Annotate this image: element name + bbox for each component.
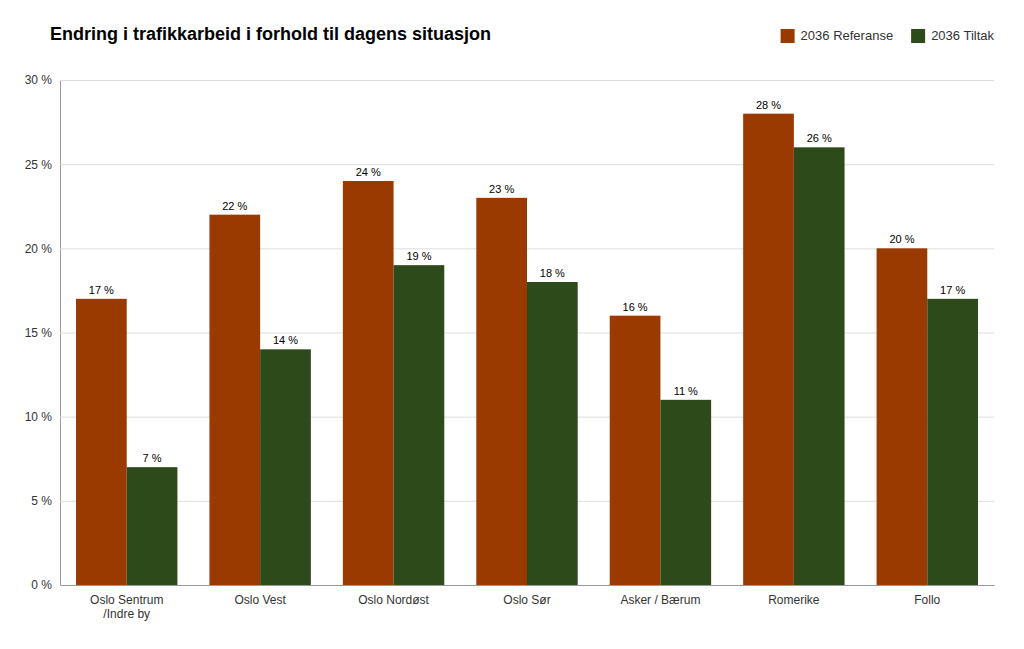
x-tick-label: Follo: [914, 593, 940, 607]
data-label: 14 %: [273, 334, 298, 346]
data-label: 19 %: [406, 250, 431, 262]
x-tick-label: Oslo Vest: [234, 593, 286, 607]
data-label: 20 %: [889, 233, 914, 245]
legend-item: 2036 Referanse: [781, 28, 894, 43]
data-label: 18 %: [540, 267, 565, 279]
bar: [794, 147, 845, 585]
legend-label: 2036 Referanse: [801, 28, 894, 43]
bars: [76, 114, 978, 585]
x-tick-label: Romerike: [768, 593, 820, 607]
y-tick-label: 20 %: [25, 242, 53, 256]
x-tick: Asker / Bærum: [620, 593, 700, 607]
x-tick-label-line: Oslo Sentrum: [90, 593, 163, 607]
legend-label: 2036 Tiltak: [931, 28, 994, 43]
bar: [743, 114, 794, 585]
x-axis: Oslo Sentrum/Indre by Oslo Vest Oslo Nordø…: [61, 586, 995, 621]
x-tick: Oslo Vest: [234, 593, 286, 607]
x-tick-label: Oslo Sør: [503, 593, 550, 607]
legend-item: 2036 Tiltak: [911, 28, 994, 43]
bar: [527, 282, 578, 585]
x-tick-label: Asker / Bærum: [620, 593, 700, 607]
y-axis: 0 % 5 % 10 % 15 % 20 % 25 % 30 %: [25, 73, 994, 592]
bar: [127, 467, 178, 585]
bar: [476, 198, 527, 585]
data-label: 16 %: [623, 301, 648, 313]
y-tick: 30 %: [25, 73, 994, 87]
x-tick-label: Oslo Sentrum/Indre by: [90, 593, 163, 621]
data-label: 24 %: [356, 166, 381, 178]
data-label: 17 %: [940, 284, 965, 296]
data-label: 26 %: [807, 132, 832, 144]
x-tick: Oslo Sentrum/Indre by: [90, 593, 163, 621]
grid-line: [60, 585, 994, 586]
x-tick: Oslo Nordøst: [358, 593, 429, 607]
y-tick-label: 15 %: [25, 326, 53, 340]
bar: [260, 349, 311, 585]
y-tick-label: 0 %: [31, 578, 52, 592]
data-label: 22 %: [222, 200, 247, 212]
data-label: 17 %: [89, 284, 114, 296]
x-tick-label: Oslo Nordøst: [358, 593, 429, 607]
title: Endring i trafikkarbeid i forhold til da…: [50, 24, 491, 44]
bar-series: [76, 114, 927, 585]
y-axis-line: [61, 81, 995, 586]
grid-line: [60, 164, 994, 165]
plot: 0 % 5 % 10 % 15 % 20 % 25 % 30 % Oslo Sentrum/I…: [25, 73, 995, 621]
data-label: 28 %: [756, 99, 781, 111]
data-label: 11 %: [674, 385, 698, 397]
x-tick-label-line: /Indre by: [103, 607, 150, 621]
bar: [877, 248, 928, 585]
y-tick: 25 %: [25, 158, 994, 172]
bar: [76, 299, 127, 585]
legend: 2036 Referanse 2036 Tiltak: [781, 28, 995, 43]
bar: [660, 400, 711, 585]
chart: 0 % 5 % 10 % 15 % 20 % 25 % 30 % Oslo Sentrum/I…: [0, 0, 1024, 649]
legend-swatch: [911, 29, 925, 43]
data-labels: 17 % 22 % 24 % 23 % 16 % 28 % 20 % 7 % 14 % 19 % 1…: [89, 99, 966, 465]
y-tick-label: 30 %: [25, 73, 53, 87]
x-tick: Follo: [914, 593, 940, 607]
bar: [610, 316, 661, 585]
bar-series: [127, 147, 978, 585]
legend-swatch: [781, 29, 795, 43]
y-tick-label: 10 %: [25, 410, 53, 424]
x-axis-line: [61, 585, 995, 586]
grid-line: [60, 80, 994, 81]
y-tick-label: 25 %: [25, 158, 53, 172]
y-tick-label: 5 %: [31, 494, 52, 508]
bar: [343, 181, 394, 585]
data-label: 7 %: [143, 452, 162, 464]
bar: [394, 265, 445, 585]
bar: [927, 299, 978, 585]
data-label: 23 %: [489, 183, 514, 195]
bar: [209, 215, 260, 585]
x-tick: Oslo Sør: [503, 593, 550, 607]
x-tick: Romerike: [768, 593, 820, 607]
